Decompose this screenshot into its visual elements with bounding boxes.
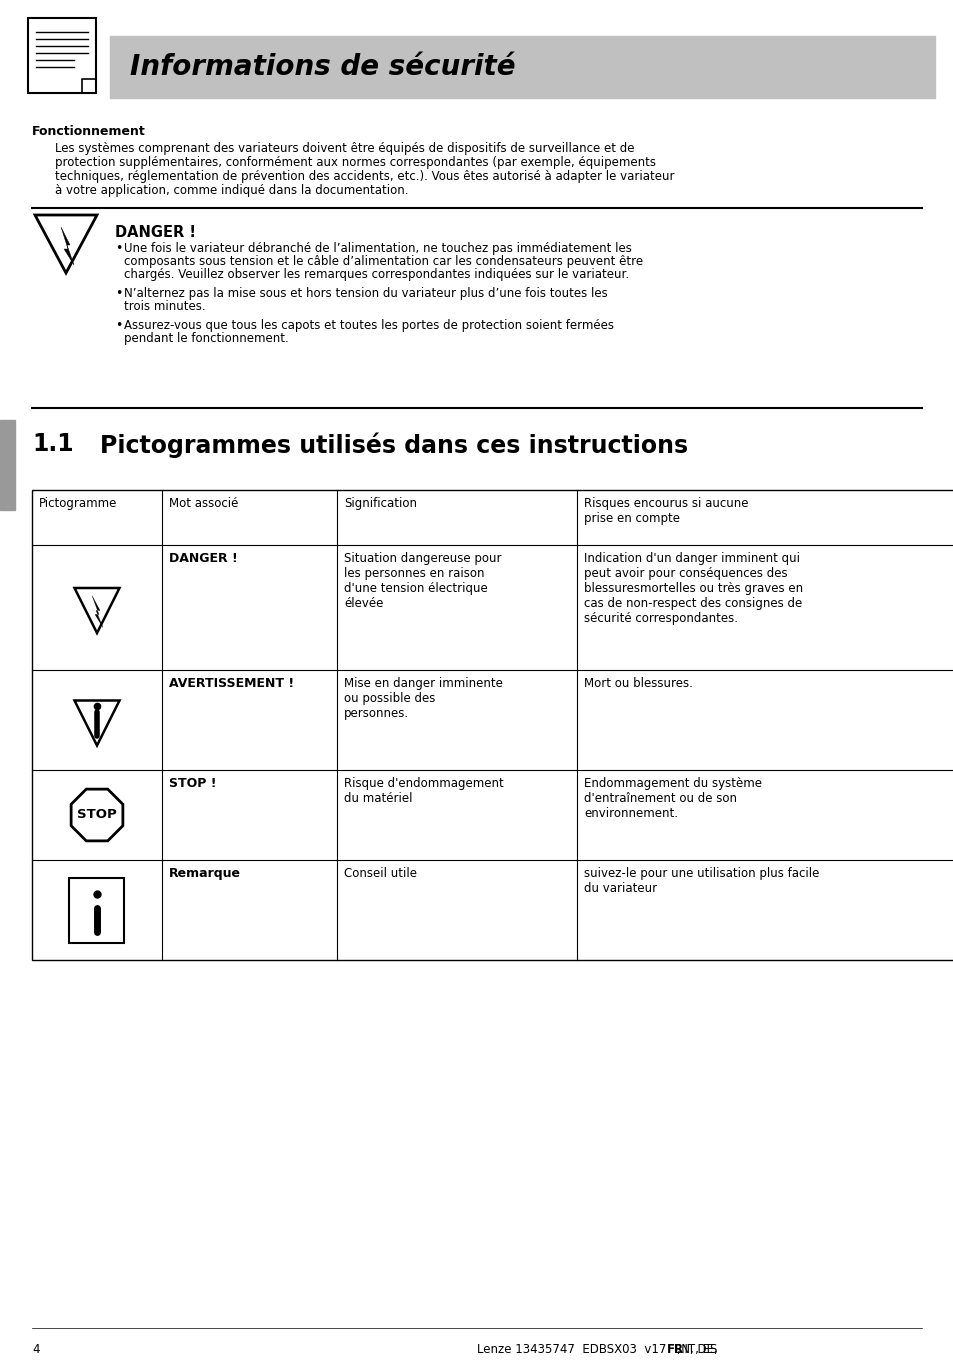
Bar: [110, 35, 934, 98]
Text: DANGER !: DANGER !: [169, 552, 237, 566]
Text: trois minutes.: trois minutes.: [124, 300, 206, 313]
Text: Pictogrammes utilisés dans ces instructions: Pictogrammes utilisés dans ces instructi…: [100, 432, 687, 458]
Polygon shape: [71, 789, 123, 841]
Text: composants sous tension et le câble d’alimentation car les condensateurs peuvent: composants sous tension et le câble d’al…: [124, 255, 642, 269]
Text: Fonctionnement: Fonctionnement: [32, 125, 146, 138]
Text: protection supplémentaires, conformément aux normes correspondantes (par exemple: protection supplémentaires, conformément…: [55, 155, 656, 169]
Text: Signification: Signification: [344, 497, 416, 510]
Text: chargés. Veuillez observer les remarques correspondantes indiquées sur le variat: chargés. Veuillez observer les remarques…: [124, 269, 628, 281]
Text: Endommagement du système
d'entraînement ou de son
environnement.: Endommagement du système d'entraînement …: [583, 777, 761, 821]
Polygon shape: [91, 596, 103, 627]
Text: DANGER !: DANGER !: [115, 225, 195, 240]
Text: techniques, réglementation de prévention des accidents, etc.). Vous êtes autoris: techniques, réglementation de prévention…: [55, 170, 674, 183]
Text: STOP !: STOP !: [169, 777, 216, 791]
Text: Situation dangereuse pour
les personnes en raison
d'une tension électrique
élevé: Situation dangereuse pour les personnes …: [344, 552, 501, 611]
Text: Risque d'endommagement
du matériel: Risque d'endommagement du matériel: [344, 777, 503, 806]
Text: Mort ou blessures.: Mort ou blessures.: [583, 677, 692, 690]
Text: 1.1: 1.1: [32, 432, 73, 457]
Polygon shape: [35, 215, 97, 273]
Bar: [70, 878, 125, 942]
Text: Lenze 13435747  EDBSX03  v17  EN, DE,: Lenze 13435747 EDBSX03 v17 EN, DE,: [476, 1343, 720, 1356]
Text: Les systèmes comprenant des variateurs doivent être équipés de dispositifs de su: Les systèmes comprenant des variateurs d…: [55, 142, 634, 155]
Text: Informations de sécurité: Informations de sécurité: [130, 53, 515, 80]
Polygon shape: [61, 228, 74, 264]
Text: Mise en danger imminente
ou possible des
personnes.: Mise en danger imminente ou possible des…: [344, 677, 502, 720]
Text: Pictogramme: Pictogramme: [39, 497, 117, 510]
Text: Conseil utile: Conseil utile: [344, 867, 416, 880]
Text: Assurez-vous que tous les capots et toutes les portes de protection soient fermé: Assurez-vous que tous les capots et tout…: [124, 319, 614, 333]
Polygon shape: [74, 587, 119, 632]
Text: Mot associé: Mot associé: [169, 497, 238, 510]
Text: AVERTISSEMENT !: AVERTISSEMENT !: [169, 677, 294, 690]
Text: •: •: [115, 319, 122, 333]
Text: •: •: [115, 288, 122, 300]
Text: , IT, ES: , IT, ES: [677, 1343, 717, 1356]
Text: N’alternez pas la mise sous et hors tension du variateur plus d’une fois toutes : N’alternez pas la mise sous et hors tens…: [124, 288, 607, 300]
Polygon shape: [74, 701, 119, 746]
Bar: [28, 18, 96, 93]
Bar: [32, 491, 953, 960]
Text: Risques encourus si aucune
prise en compte: Risques encourus si aucune prise en comp…: [583, 497, 748, 525]
Text: FR: FR: [666, 1343, 683, 1356]
Text: STOP: STOP: [77, 808, 117, 822]
Text: •: •: [115, 243, 122, 255]
Text: Indication d'un danger imminent qui
peut avoir pour conséquences des
blessuresmo: Indication d'un danger imminent qui peut…: [583, 552, 802, 626]
Text: pendant le fonctionnement.: pendant le fonctionnement.: [124, 333, 289, 345]
Text: à votre application, comme indiqué dans la documentation.: à votre application, comme indiqué dans …: [55, 184, 408, 198]
Text: suivez-le pour une utilisation plus facile
du variateur: suivez-le pour une utilisation plus faci…: [583, 867, 819, 895]
Text: 4: 4: [32, 1343, 39, 1356]
Bar: [0, 420, 15, 510]
Text: Une fois le variateur débranché de l’alimentation, ne touchez pas immédiatement : Une fois le variateur débranché de l’ali…: [124, 243, 631, 255]
Text: Remarque: Remarque: [169, 867, 241, 880]
